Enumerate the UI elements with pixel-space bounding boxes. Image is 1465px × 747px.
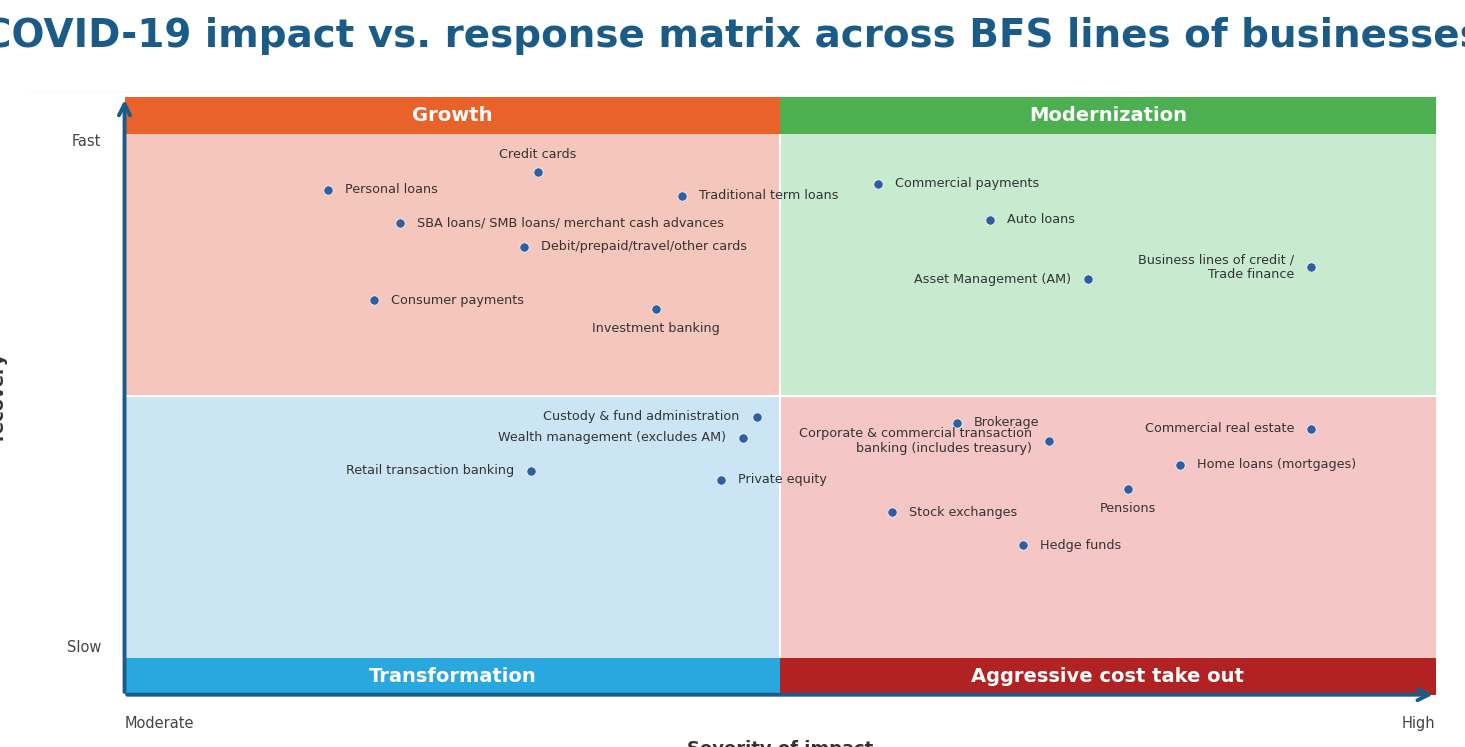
Text: Brokerage: Brokerage: [974, 416, 1040, 430]
Point: [1037, 435, 1061, 447]
Text: Slow: Slow: [66, 639, 101, 654]
Point: [316, 184, 340, 196]
Text: High: High: [1402, 716, 1436, 731]
Text: Corporate & commercial transaction
banking (includes treasury): Corporate & commercial transaction banki…: [798, 427, 1031, 455]
Text: Consumer payments: Consumer payments: [391, 294, 523, 307]
Text: Pensions: Pensions: [1099, 502, 1156, 515]
Text: COVID-19 impact vs. response matrix across BFS lines of businesses: COVID-19 impact vs. response matrix acro…: [0, 17, 1465, 55]
Text: Private equity: Private equity: [738, 473, 828, 486]
Text: Moderate: Moderate: [125, 716, 193, 731]
Text: Custody & fund administration: Custody & fund administration: [544, 410, 740, 424]
Text: Severity of impact: Severity of impact: [687, 740, 873, 747]
Point: [979, 214, 1002, 226]
Text: Debit/prepaid/travel/other cards: Debit/prepaid/travel/other cards: [542, 240, 747, 253]
Text: Auto loans: Auto loans: [1006, 213, 1075, 226]
Text: Traditional term loans: Traditional term loans: [699, 189, 838, 202]
Text: Retail transaction banking: Retail transaction banking: [346, 464, 514, 477]
Point: [1077, 273, 1100, 285]
Point: [744, 411, 768, 423]
Point: [1299, 423, 1323, 435]
Bar: [125, 97, 781, 134]
Point: [670, 190, 693, 202]
Text: Growth: Growth: [412, 106, 492, 125]
Text: Modernization: Modernization: [1028, 106, 1187, 125]
Point: [519, 465, 542, 477]
Bar: [125, 396, 781, 695]
Text: Stock exchanges: Stock exchanges: [908, 506, 1017, 519]
Text: Business lines of credit /
Trade finance: Business lines of credit / Trade finance: [1138, 253, 1294, 282]
Text: Aggressive cost take out: Aggressive cost take out: [971, 666, 1244, 686]
Bar: [125, 657, 781, 695]
Point: [1168, 459, 1191, 471]
Point: [643, 303, 667, 315]
Point: [388, 217, 412, 229]
Text: Personal loans: Personal loans: [344, 183, 438, 196]
Text: Credit cards: Credit cards: [500, 148, 576, 161]
Point: [880, 506, 904, 518]
Text: Investment banking: Investment banking: [592, 323, 719, 335]
Text: Speed of
recovery: Speed of recovery: [0, 351, 6, 441]
Text: Wealth management (excludes AM): Wealth management (excludes AM): [498, 431, 727, 444]
Text: Hedge funds: Hedge funds: [1040, 539, 1121, 552]
Point: [513, 241, 536, 252]
Point: [867, 178, 891, 190]
Bar: [781, 97, 1436, 134]
Point: [1299, 261, 1323, 273]
Text: Transformation: Transformation: [368, 666, 536, 686]
Text: Asset Management (AM): Asset Management (AM): [914, 273, 1071, 286]
Point: [731, 432, 754, 444]
Point: [709, 474, 732, 486]
Text: SBA loans/ SMB loans/ merchant cash advances: SBA loans/ SMB loans/ merchant cash adva…: [418, 216, 724, 229]
Point: [945, 417, 968, 429]
Text: Home loans (mortgages): Home loans (mortgages): [1197, 458, 1357, 471]
Point: [1011, 539, 1034, 551]
Point: [1116, 483, 1140, 495]
Bar: [781, 97, 1436, 396]
Text: Commercial real estate: Commercial real estate: [1144, 422, 1294, 436]
Text: Fast: Fast: [72, 134, 101, 149]
Bar: [781, 657, 1436, 695]
Text: Commercial payments: Commercial payments: [895, 177, 1040, 190]
Point: [362, 294, 385, 306]
Bar: [125, 97, 781, 396]
Bar: [781, 396, 1436, 695]
Point: [526, 166, 549, 178]
